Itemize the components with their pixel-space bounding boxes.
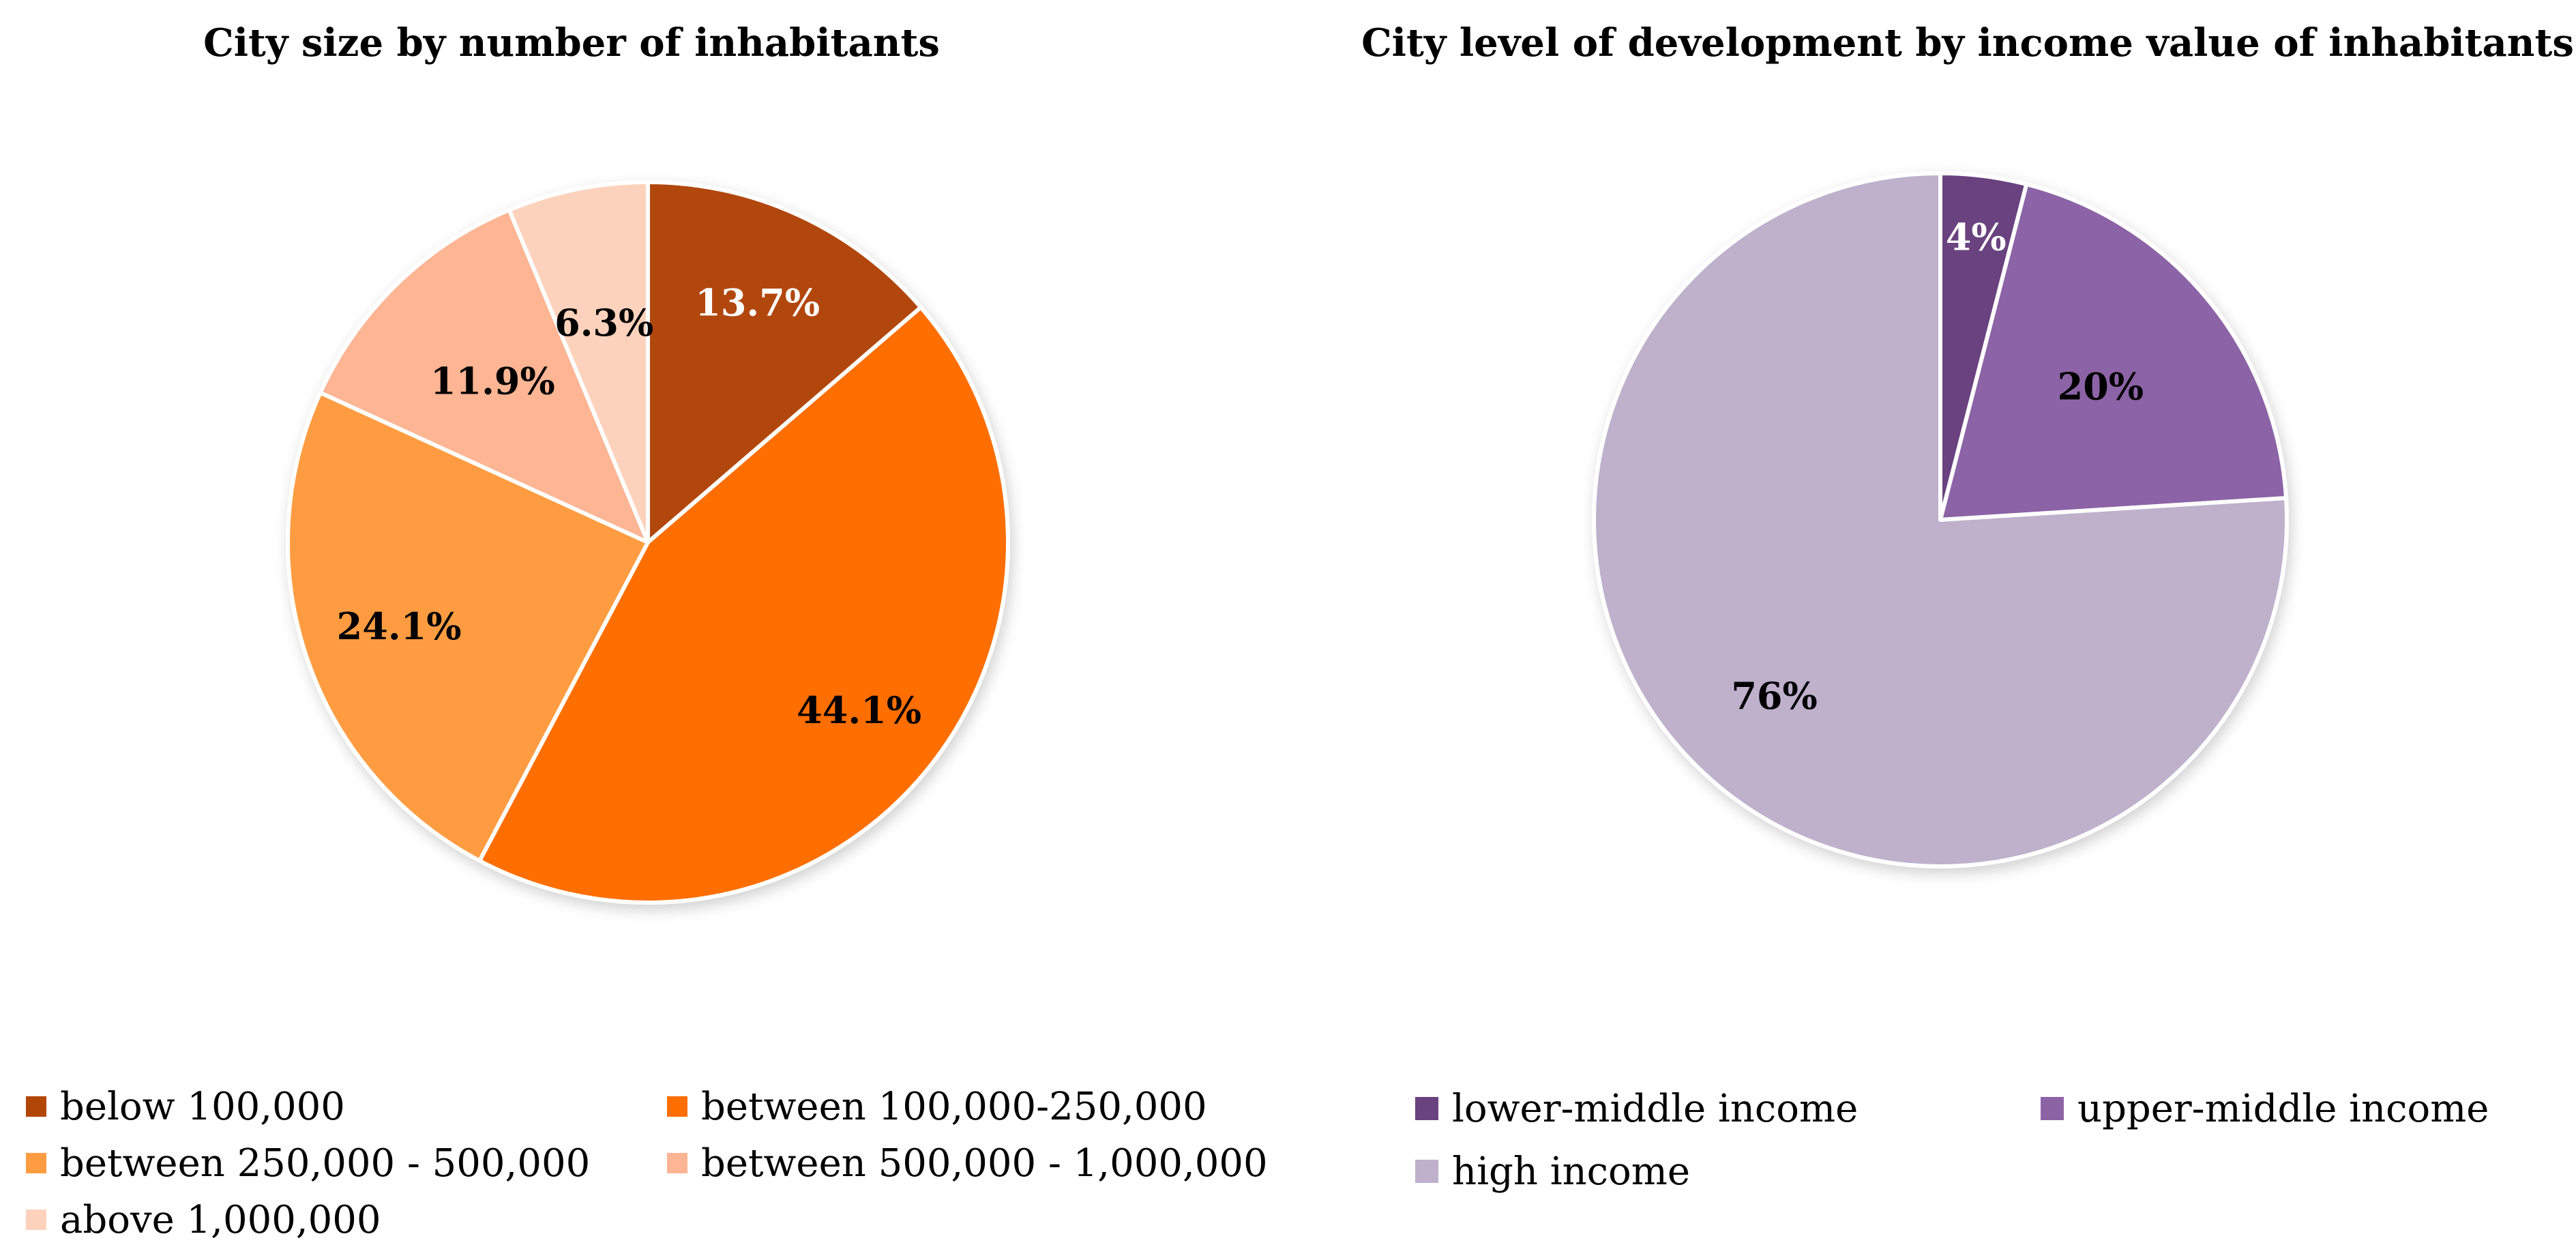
chart-development-slices (1592, 171, 2289, 868)
chart-development-title: City level of development by income valu… (1361, 20, 2574, 65)
chart-development: City level of development by income valu… (1361, 20, 2574, 1194)
legend-swatch (2041, 1097, 2064, 1120)
pie-slice-below-100-000 (646, 180, 923, 544)
pie-slice-upper-middle-income (1938, 181, 2288, 522)
legend-label: above 1,000,000 (60, 1198, 381, 1242)
data-label-high-income: 76% (1731, 674, 1817, 718)
chart-development-legend: lower-middle income upper-middle income hi… (1415, 1087, 2489, 1194)
legend-item-lower-middle-income: lower-middle income (1415, 1087, 1858, 1131)
legend-swatch (26, 1153, 46, 1173)
legend-label: between 100,000-250,000 (701, 1085, 1207, 1129)
pie-slice-between-500-000-1-000-000 (318, 207, 650, 544)
data-label-upper-middle-income: 20% (2058, 365, 2144, 409)
legend-label: lower-middle income (1452, 1087, 1858, 1131)
legend-label: between 500,000 - 1,000,000 (701, 1141, 1268, 1186)
chart-city-size-title: City size by number of inhabitants (203, 20, 940, 65)
pie-slice-high-income (1592, 171, 2289, 868)
chart-city-size-labels: 13.7% 44.1% 24.1% 11.9% 6.3% (337, 281, 921, 732)
data-label-above-1-000-000: 6.3% (554, 301, 653, 345)
chart-city-size-legend: below 100,000 between 100,000-250,000 betw… (26, 1085, 1268, 1242)
data-label-below-100-000: 13.7% (695, 281, 820, 325)
legend-swatch (1415, 1160, 1438, 1183)
legend-swatch (26, 1210, 46, 1230)
legend-label: upper-middle income (2077, 1087, 2489, 1131)
chart-city-size: City size by number of inhabitants 13.7%… (26, 20, 1268, 1242)
data-label-between-100-000-250-000: 44.1% (797, 688, 921, 732)
pie-slice-above-1-000-000 (507, 180, 650, 544)
legend-item-below-100-000: below 100,000 (26, 1085, 345, 1129)
legend-item-upper-middle-income: upper-middle income (2041, 1087, 2489, 1131)
legend-item-high-income: high income (1415, 1149, 1690, 1194)
legend-swatch (667, 1096, 687, 1117)
legend-label: high income (1452, 1149, 1690, 1194)
legend-item-between-100-000-250-000: between 100,000-250,000 (667, 1085, 1207, 1129)
pie-slice-between-250-000-500-000 (285, 390, 650, 863)
pie-slice-between-100-000-250-000 (477, 305, 1010, 905)
data-label-between-500-000-1-000-000: 11.9% (430, 360, 555, 403)
chart-city-size-slices (285, 180, 1010, 905)
data-label-lower-middle-income: 4% (1946, 216, 2007, 259)
legend-item-between-250-000-500-000: between 250,000 - 500,000 (26, 1141, 590, 1186)
legend-item-between-500-000-1-000-000: between 500,000 - 1,000,000 (667, 1141, 1268, 1186)
legend-swatch (1415, 1097, 1438, 1120)
legend-label: between 250,000 - 500,000 (60, 1141, 590, 1186)
legend-label: below 100,000 (60, 1085, 345, 1129)
legend-item-above-1-000-000: above 1,000,000 (26, 1198, 381, 1242)
legend-swatch (667, 1153, 687, 1173)
legend-swatch (26, 1096, 46, 1117)
chart-development-labels: 4% 20% 76% (1731, 216, 2144, 718)
data-label-between-250-000-500-000: 24.1% (337, 604, 462, 648)
